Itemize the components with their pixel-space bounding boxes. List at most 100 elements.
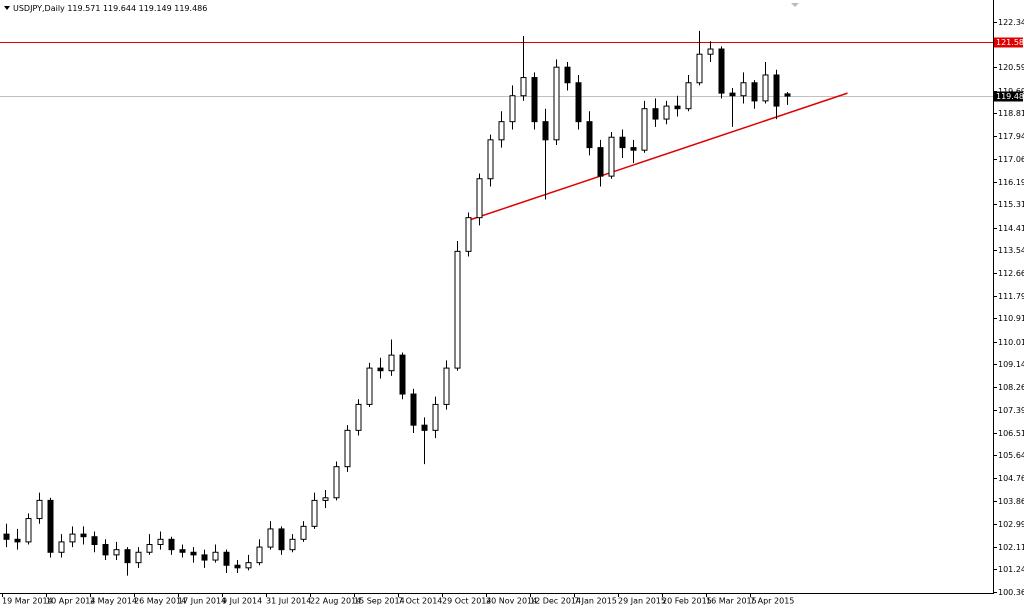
candle-body [58,541,65,553]
y-tick-label: 116.190 [998,178,1024,187]
x-tick-label: 22 Aug 2014 [310,597,361,606]
candle-body [762,74,769,102]
candle-body [740,82,747,97]
candle-body [267,528,274,548]
candle-body [553,66,560,141]
candle-body [14,538,21,543]
close-value: 119.486 [174,4,207,13]
x-tick-label: 29 Oct 2014 [442,597,491,606]
open-value: 119.571 [67,4,100,13]
candle-body [718,48,725,94]
y-tick-label: 102.990 [998,520,1024,529]
y-tick-label: 113.540 [998,246,1024,255]
candle-body [36,499,43,520]
candle-body [344,429,351,468]
candle-body [652,108,659,120]
candle-body [465,217,472,252]
y-tick-label: 122.340 [998,18,1024,27]
candle-body [619,136,626,149]
candle-body [102,543,109,556]
x-tick-label: 7 Jan 2015 [574,597,617,606]
y-tick-label: 106.515 [998,429,1024,438]
candle-body [707,48,714,55]
x-tick-label: 10 Apr 2014 [46,597,95,606]
candle-body [300,525,307,540]
candle-body [685,82,692,110]
candle-body [168,538,175,551]
candle-body [212,551,219,561]
resistance-label-box [994,37,1023,48]
candle-body [47,499,54,553]
candle-body [80,533,87,538]
candle-body [223,551,230,566]
candle-body [729,92,736,97]
x-tick-label: 16 Mar 2015 [706,597,757,606]
candle-body [333,466,340,499]
trendline [467,92,848,222]
candle-body [432,403,439,431]
shift-marker [791,3,799,7]
x-tick-label: 12 Dec 2014 [530,597,581,606]
y-tick-label: 114.415 [998,224,1024,233]
candle-body [586,121,593,149]
y-tick-label: 112.665 [998,269,1024,278]
candle-body [113,549,120,556]
y-tick-label: 110.015 [998,338,1024,347]
candle-body [366,367,373,405]
candle-body [498,121,505,141]
low-value: 119.149 [139,4,172,13]
candle-body [487,139,494,180]
y-tick-label: 101.240 [998,565,1024,574]
candle-body [157,538,164,545]
y-tick-label: 111.790 [998,292,1024,301]
candle-body [421,424,428,431]
y-tick-label: 105.640 [998,451,1024,460]
y-tick-label: 120.590 [998,63,1024,72]
candle-body [630,147,637,151]
candle-body [124,549,131,564]
candle-body [256,546,263,564]
candle-body [311,499,318,527]
header-arrow [4,6,10,10]
candle-body [454,250,461,369]
x-tick-label: 9 Jul 2014 [222,597,262,606]
candle-body [674,105,681,110]
candle-body [179,549,186,553]
candle-body [322,497,329,501]
x-tick-label: 7 Oct 2014 [398,597,442,606]
candle-body [443,367,450,405]
candle-body [773,74,780,107]
candle-body [696,53,703,84]
x-tick-label: 17 Jun 2014 [178,597,226,606]
candle-body [388,354,395,372]
x-tick-label: 2 May 2014 [90,597,137,606]
candle-body [542,121,549,141]
candle-body [509,95,516,123]
x-tick-label: 26 May 2014 [134,597,186,606]
candle-body [663,105,670,120]
candle-body [278,528,285,551]
candle-body [25,518,32,543]
y-tick-label: 110.915 [998,314,1024,323]
x-tick-label: 31 Jul 2014 [266,597,311,606]
x-tick-label: 7 Apr 2015 [750,597,794,606]
y-tick-label: 118.815 [998,109,1024,118]
candle-body [69,533,76,543]
candle-body [520,77,527,97]
candle-body [201,554,208,561]
y-tick-label: 117.065 [998,155,1024,164]
candle-body [410,393,417,426]
candle-body [234,564,241,569]
y-tick-label: 117.940 [998,132,1024,141]
candle-body [3,533,10,540]
y-tick-label: 109.140 [998,360,1024,369]
price-label-box [994,91,1023,102]
y-tick-label: 115.315 [998,200,1024,209]
candle-body [784,93,791,97]
x-tick-label: 29 Jan 2015 [618,597,666,606]
y-tick-label: 102.115 [998,543,1024,552]
candle-body [641,108,648,151]
resistance-label: 121.580 [996,38,1024,47]
